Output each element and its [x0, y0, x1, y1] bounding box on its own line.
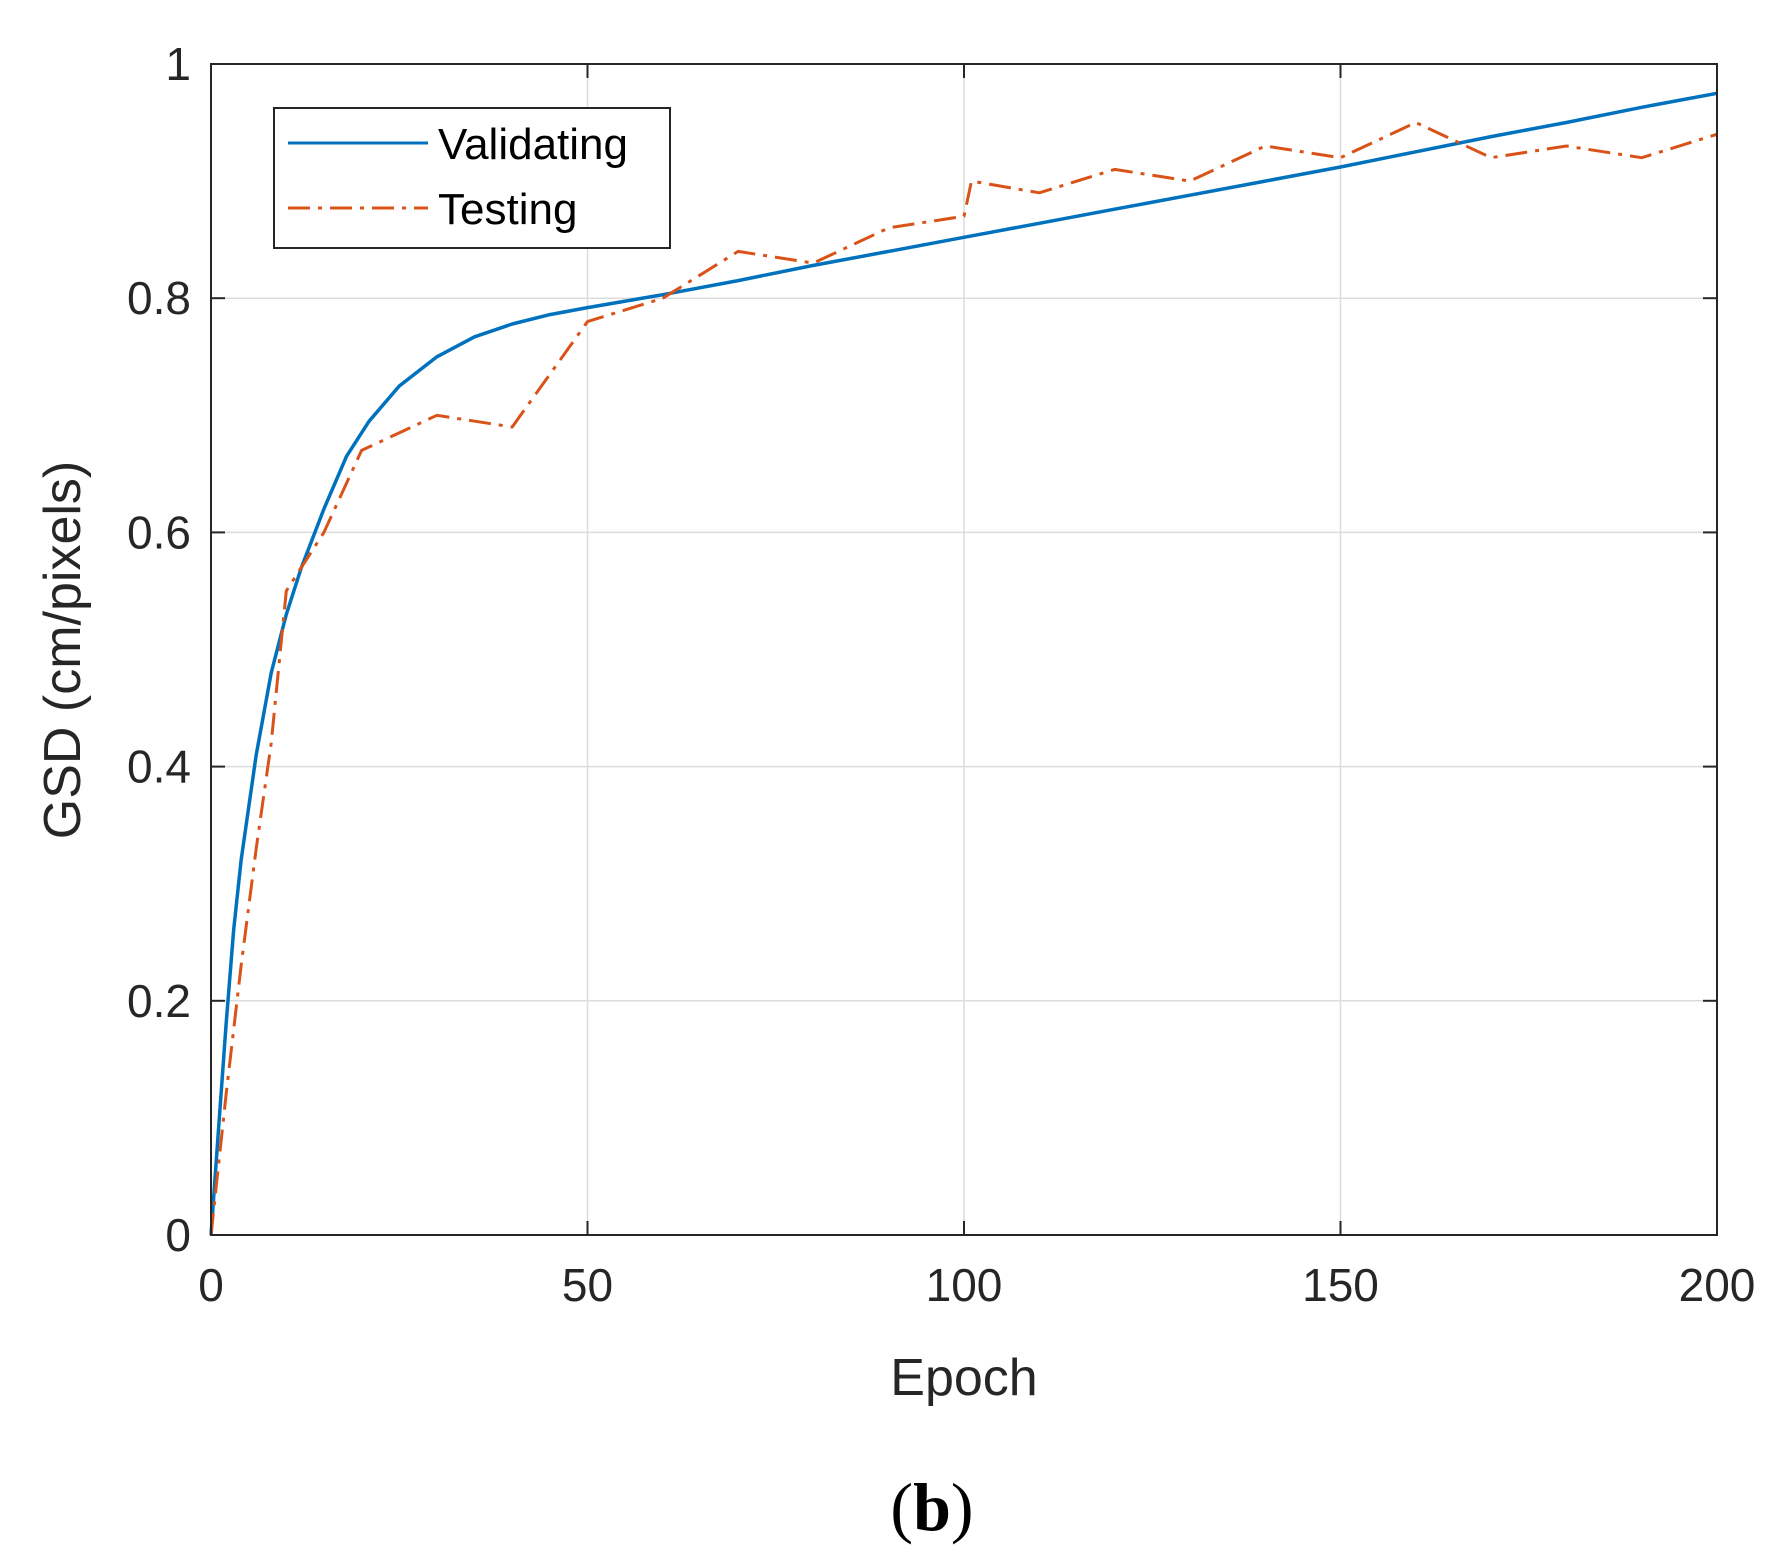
x-tick-label: 0 — [198, 1259, 224, 1311]
legend-label-validating: Validating — [438, 120, 628, 169]
y-tick-label: 0 — [165, 1209, 191, 1261]
y-tick-labels: 0 0.2 0.4 0.6 0.8 1 — [127, 38, 191, 1261]
x-tick-labels: 0 50 100 150 200 — [198, 1259, 1755, 1311]
series-line-testing — [209, 121, 1718, 1236]
y-tick-label: 0.6 — [127, 506, 191, 558]
legend: Validating Testing — [273, 107, 671, 249]
legend-label-testing: Testing — [438, 185, 577, 234]
figure-caption: (b) — [890, 1469, 973, 1545]
x-axis-label: Epoch — [890, 1349, 1037, 1407]
y-tick-label: 0.8 — [127, 272, 191, 324]
y-tick-label: 0.2 — [127, 975, 191, 1027]
y-axis-label: GSD (cm/pixels) — [34, 461, 92, 839]
series-line-validating — [209, 91, 1718, 1236]
series-layer — [209, 91, 1718, 1236]
legend-box — [273, 107, 671, 249]
y-tick-label: 1 — [165, 38, 191, 90]
caption-close-paren: ) — [951, 1469, 974, 1545]
x-tick-label: 200 — [1679, 1259, 1756, 1311]
caption-open-paren: ( — [890, 1469, 913, 1545]
caption-letter: b — [913, 1469, 951, 1545]
grid-lines — [211, 64, 1717, 1235]
x-tick-label: 100 — [926, 1259, 1003, 1311]
y-tick-label: 0.4 — [127, 741, 191, 793]
tick-marks — [210, 63, 1718, 1236]
x-tick-label: 150 — [1302, 1259, 1379, 1311]
x-tick-label: 50 — [562, 1259, 613, 1311]
